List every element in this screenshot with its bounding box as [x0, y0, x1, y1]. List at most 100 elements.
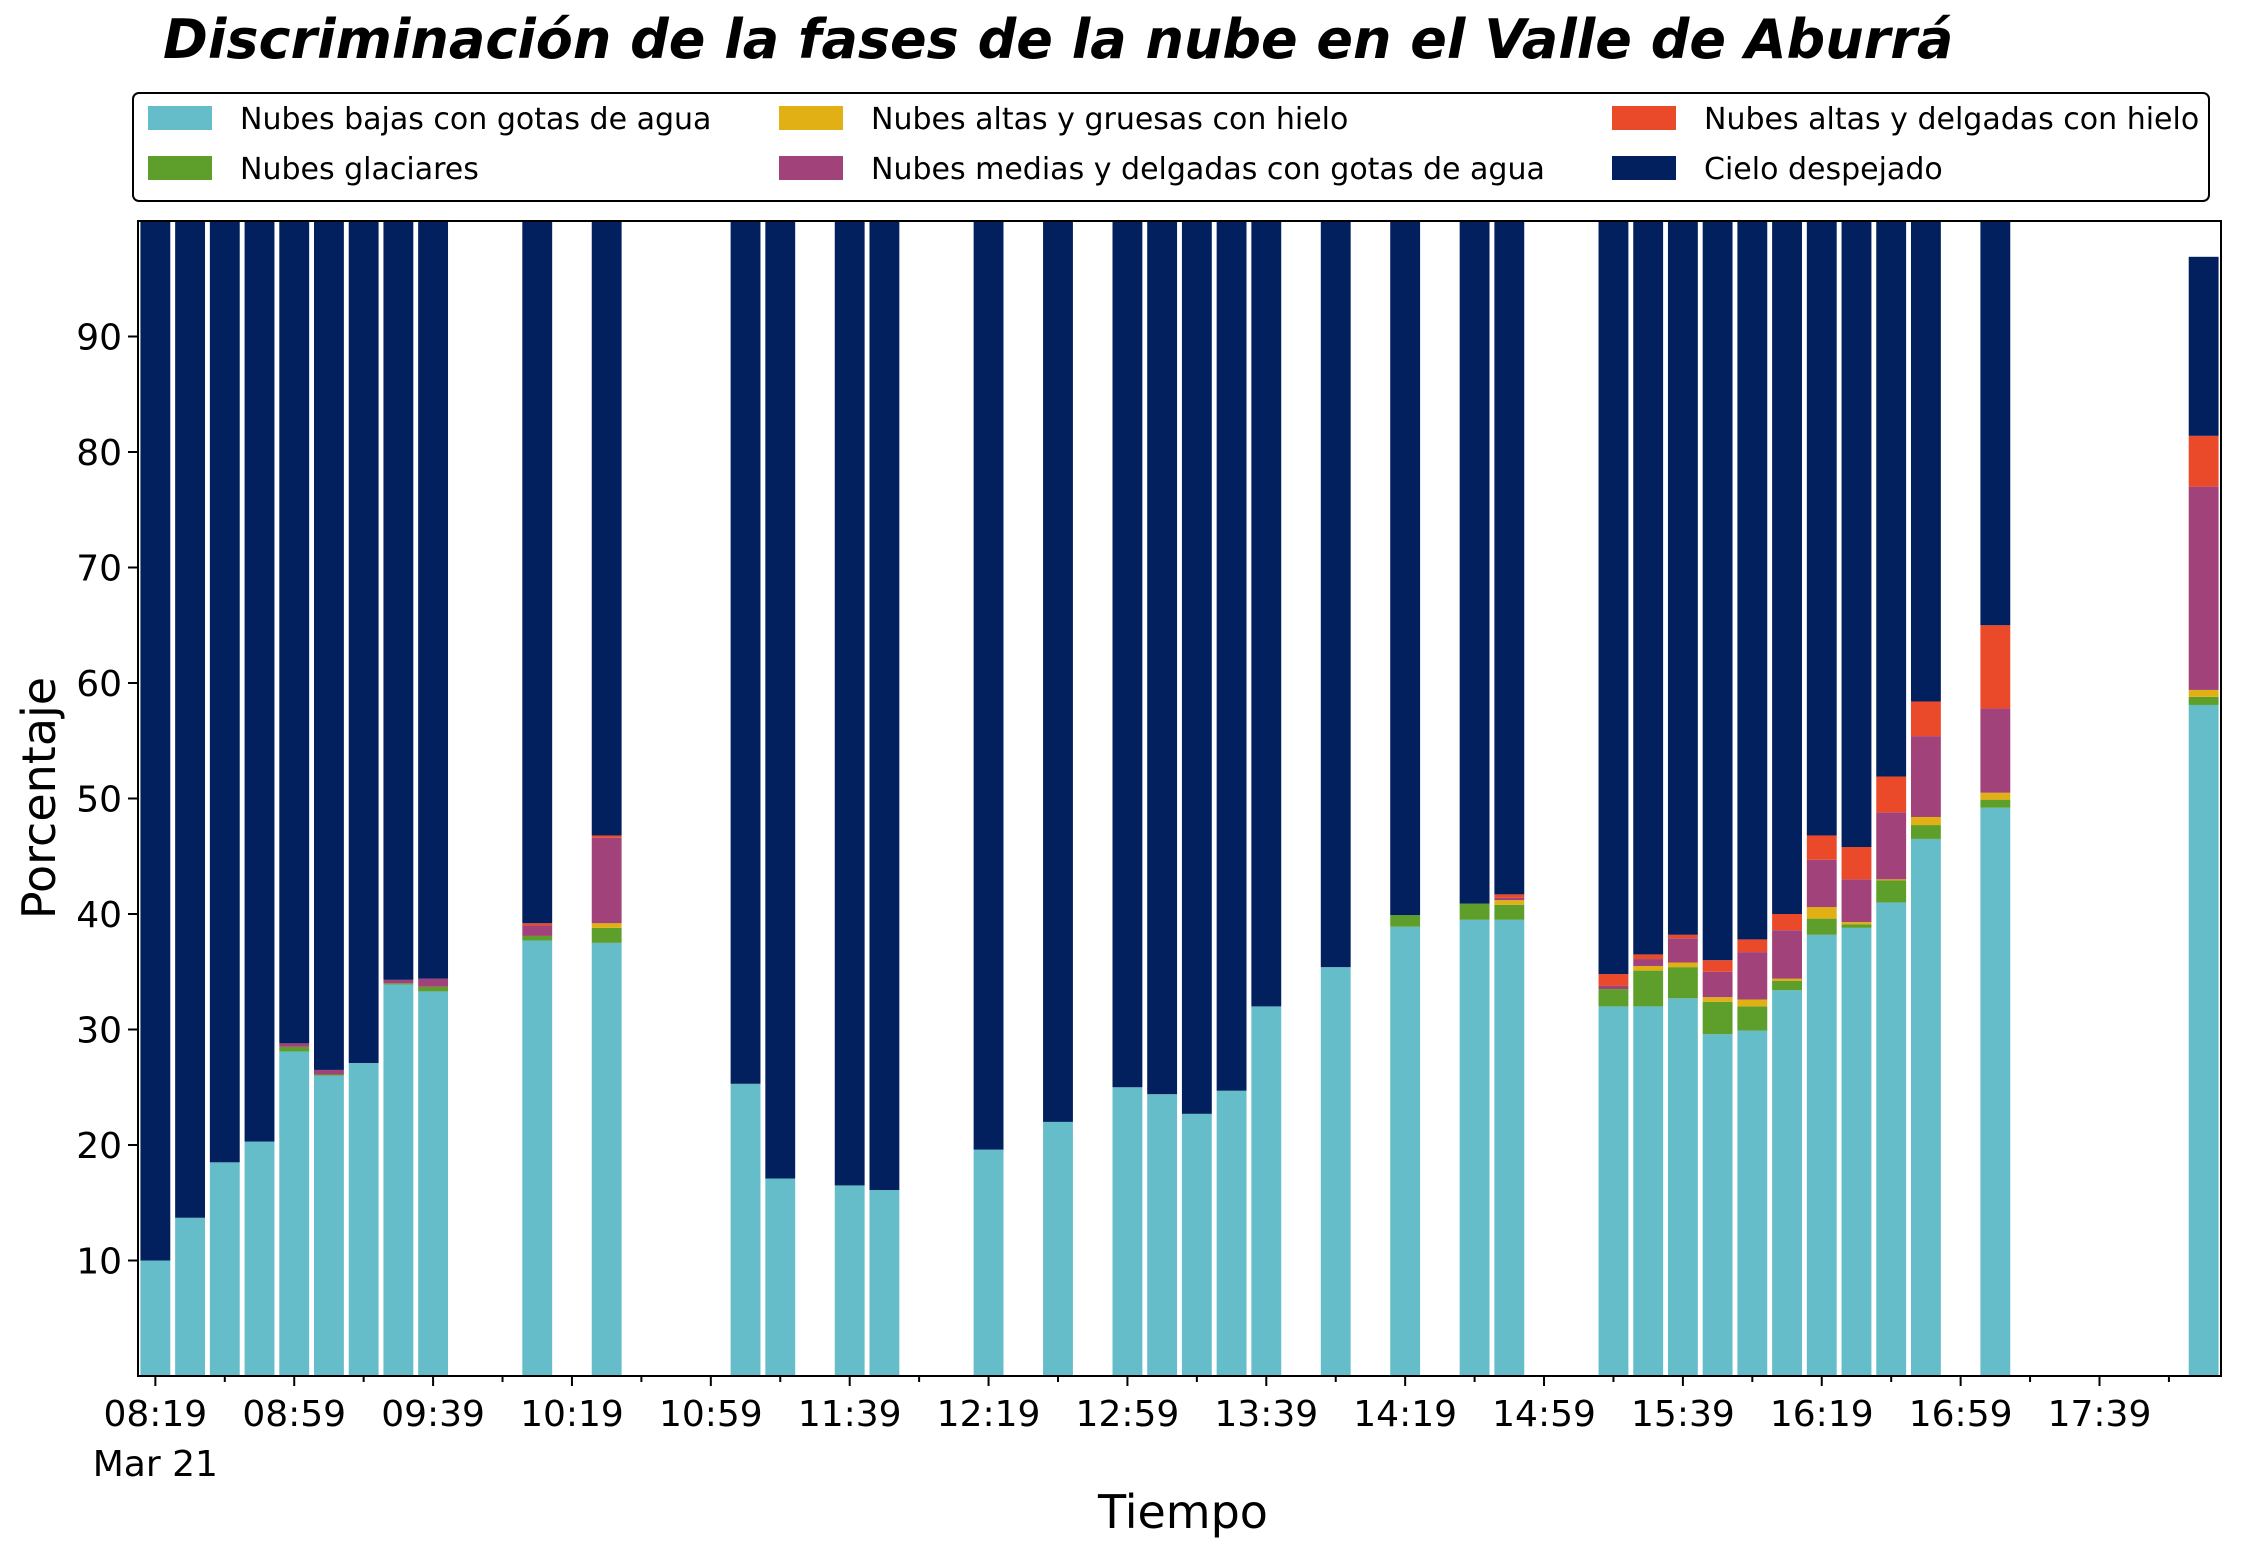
bar-stack: [1772, 221, 1802, 1376]
bar-stack: [1598, 221, 1629, 1376]
bar-segment-low: [279, 1051, 310, 1376]
bar-segment-high_thin: [1910, 701, 1941, 737]
bar-segment-clear: [1702, 221, 1733, 961]
legend-label: Nubes altas y gruesas con hielo: [871, 102, 1348, 137]
bar-segment-high_thin: [1667, 934, 1698, 939]
bar-segment-high_thin: [1633, 954, 1664, 960]
x-tick-label: 12:59: [1076, 1394, 1180, 1435]
x-tick-label: 13:39: [1214, 1394, 1318, 1435]
bar-segment-low: [1772, 990, 1802, 1376]
bar-segment-high_thick: [1494, 900, 1525, 905]
bar-segment-clear: [1043, 221, 1073, 1122]
bar-segment-mid_thin: [383, 979, 414, 984]
bar-segment-low: [1841, 927, 1872, 1376]
bar-stack: [1876, 221, 1907, 1376]
bar-segment-low: [383, 984, 414, 1376]
bar-segment-glacial: [522, 935, 553, 941]
x-tick-label: 15:39: [1631, 1394, 1735, 1435]
legend-item-high_thin: Nubes altas y delgadas con hielo: [1612, 102, 2199, 137]
bar-segment-low: [175, 1217, 206, 1376]
bar-segment-glacial: [314, 1074, 344, 1076]
bar-segment-high_thick: [1702, 997, 1733, 1002]
bar-stack: [1841, 221, 1872, 1376]
bar-segment-clear: [1494, 221, 1525, 895]
bar-segment-glacial: [2188, 696, 2219, 705]
bar-segment-clear: [279, 221, 310, 1044]
bar-stack: [591, 221, 622, 1377]
bar-segment-clear: [1980, 221, 2011, 626]
bar-segment-glacial: [1667, 967, 1698, 999]
bar-segment-high_thick: [1772, 978, 1802, 981]
bar-segment-mid_thin: [2188, 486, 2219, 690]
bar-segment-low: [1390, 926, 1421, 1376]
bar-segment-glacial: [1702, 1001, 1733, 1035]
bar-segment-clear: [1320, 221, 1351, 968]
bar-segment-clear: [1459, 221, 1490, 904]
bar-segment-clear: [314, 221, 344, 1070]
bar-segment-high_thick: [1841, 922, 1872, 925]
bar-segment-high_thick: [1910, 816, 1941, 826]
bar-segment-high_thick: [1667, 962, 1698, 968]
x-tick-label: 12:19: [937, 1394, 1041, 1435]
legend-label: Nubes bajas con gotas de agua: [240, 102, 711, 137]
bar-stack: [279, 221, 310, 1376]
bar-segment-low: [1147, 1094, 1178, 1376]
bar-segment-low: [522, 940, 553, 1376]
legend-item-mid_thin: Nubes medias y delgadas con gotas de agu…: [779, 152, 1545, 187]
bar-stack: [383, 221, 414, 1376]
bar-segment-low: [591, 942, 622, 1377]
bar-segment-high_thick: [1633, 965, 1664, 971]
bar-segment-high_thin: [1772, 914, 1802, 931]
bar-segment-clear: [2188, 256, 2219, 436]
legend-swatch: [779, 106, 843, 130]
bar-segment-clear: [1147, 221, 1178, 1095]
bar-segment-low: [1043, 1121, 1073, 1376]
bar-segment-high_thick: [1980, 792, 2011, 800]
legend-label: Nubes medias y delgadas con gotas de agu…: [871, 152, 1545, 187]
bar-stack: [1633, 221, 1664, 1376]
bar-segment-high_thin: [1806, 835, 1837, 860]
bar-segment-glacial: [1598, 989, 1629, 1007]
y-tick-label: 10: [76, 1242, 122, 1283]
bar-segment-clear: [140, 221, 171, 1261]
bar-segment-high_thick: [2188, 689, 2219, 697]
legend-item-high_thick: Nubes altas y gruesas con hielo: [779, 102, 1348, 137]
bar-stack: [522, 221, 553, 1376]
bar-segment-mid_thin: [1702, 971, 1733, 998]
bar-segment-clear: [1876, 221, 1907, 777]
bar-segment-clear: [834, 221, 865, 1186]
bar-segment-mid_thin: [314, 1069, 344, 1075]
bar-segment-low: [1112, 1087, 1143, 1376]
bar-segment-clear: [418, 221, 449, 979]
bar-stack: [1216, 221, 1247, 1376]
bar-segment-low: [1980, 807, 2011, 1376]
bar-segment-glacial: [1806, 918, 1837, 935]
chart-title: Discriminación de la fases de la nube en…: [163, 8, 1953, 71]
bar-segment-mid_thin: [522, 925, 553, 936]
bar-stack: [973, 221, 1004, 1376]
legend-item-low: Nubes bajas con gotas de agua: [148, 102, 711, 137]
bar-stack: [209, 221, 240, 1376]
bar-segment-low: [1494, 919, 1525, 1376]
x-tick-label: 11:39: [798, 1394, 902, 1435]
bar-segment-glacial: [1390, 915, 1421, 927]
legend-item-clear: Cielo despejado: [1612, 152, 1943, 187]
bar-segment-clear: [1181, 221, 1212, 1114]
bar-segment-high_thin: [1598, 974, 1629, 986]
bar-segment-clear: [1667, 221, 1698, 935]
bar-segment-low: [834, 1185, 865, 1376]
bar-segment-glacial: [383, 983, 414, 985]
y-tick-label: 20: [76, 1126, 122, 1167]
bar-segment-mid_thin: [1841, 879, 1872, 923]
bar-segment-mid_thin: [591, 837, 622, 924]
x-tick-label: 08:19: [103, 1394, 207, 1435]
x-tick-label: 16:59: [1909, 1394, 2013, 1435]
bar-segment-clear: [1633, 221, 1664, 955]
y-tick-label: 80: [76, 433, 122, 474]
bar-segment-clear: [591, 221, 622, 836]
bar-segment-high_thin: [2188, 435, 2219, 487]
y-tick-label: 90: [76, 318, 122, 359]
plot-frame: [137, 220, 2222, 1377]
bar-segment-mid_thin: [1667, 938, 1698, 963]
